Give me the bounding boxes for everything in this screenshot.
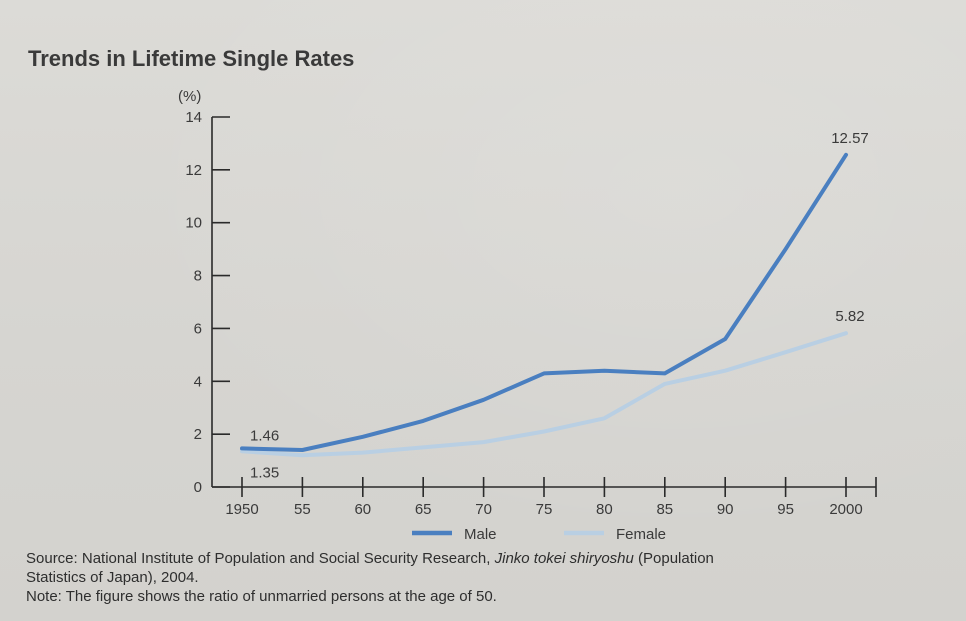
data-point-male — [301, 449, 303, 451]
x-tick-label: 1950 — [225, 501, 258, 518]
data-point-male — [543, 372, 545, 374]
y-axis-unit: (%) — [178, 88, 201, 105]
data-point-female — [603, 417, 605, 419]
y-tick-label: 12 — [185, 162, 202, 179]
x-tick-label: 75 — [536, 501, 553, 518]
x-tick-label: 85 — [656, 501, 673, 518]
x-tick-label: 55 — [294, 501, 311, 518]
data-label: 1.35 — [250, 464, 279, 481]
data-point-male — [845, 154, 847, 156]
note-line: Note: The figure shows the ratio of unma… — [26, 588, 497, 605]
y-tick-label: 6 — [194, 320, 202, 337]
y-tick-label: 4 — [194, 373, 202, 390]
data-point-male — [422, 420, 424, 422]
series-line-male — [240, 152, 848, 452]
x-tick-label: 80 — [596, 501, 613, 518]
series-line-female — [240, 331, 848, 458]
data-point-female — [422, 446, 424, 448]
chart-footer: Source: National Institute of Population… — [26, 549, 961, 606]
data-point-male — [664, 372, 666, 374]
data-label: 5.82 — [835, 308, 864, 325]
y-tick-label: 2 — [194, 426, 202, 443]
source-italic: Jinko tokei shiryoshu — [494, 550, 634, 567]
x-tick-label: 70 — [475, 501, 492, 518]
data-point-female — [362, 452, 364, 454]
y-tick-label: 10 — [185, 215, 202, 232]
data-point-female — [301, 454, 303, 456]
data-label: 12.57 — [831, 130, 869, 147]
legend-label-female: Female — [616, 526, 666, 543]
chart-title: Trends in Lifetime Single Rates — [28, 46, 355, 71]
data-point-male — [785, 248, 787, 250]
x-tick-label: 95 — [777, 501, 794, 518]
data-point-female — [483, 441, 485, 443]
data-point-female — [724, 370, 726, 372]
data-label: 1.46 — [250, 427, 279, 444]
data-point-female — [664, 383, 666, 385]
data-point-male — [603, 370, 605, 372]
data-point-male — [362, 436, 364, 438]
line-chart: 0 2 4 6 8 10 12 14 (%) 1950 55 60 65 70 75 80 85 90 95 2000… — [178, 88, 877, 543]
source-prefix: Source: National Institute of Population… — [26, 550, 495, 567]
x-tick-label: 90 — [717, 501, 734, 518]
y-tick-label: 14 — [185, 109, 202, 126]
data-point-female — [241, 450, 243, 452]
x-tick-label: 60 — [354, 501, 371, 518]
x-tick-label: 2000 — [829, 501, 862, 518]
source-line-1: Source: National Institute of Population… — [26, 549, 961, 568]
data-point-male — [241, 447, 243, 449]
y-tick-label: 8 — [194, 268, 202, 285]
data-point-female — [845, 332, 847, 334]
data-point-male — [483, 399, 485, 401]
data-point-male — [724, 338, 726, 340]
source-suffix: (Population — [633, 550, 714, 567]
x-tick-label: 65 — [415, 501, 432, 518]
data-point-female — [785, 351, 787, 353]
source-line-2: Statistics of Japan), 2004. — [26, 569, 199, 586]
legend-label-male: Male — [464, 526, 497, 543]
data-point-female — [543, 431, 545, 432]
y-tick-label: 0 — [194, 479, 202, 496]
